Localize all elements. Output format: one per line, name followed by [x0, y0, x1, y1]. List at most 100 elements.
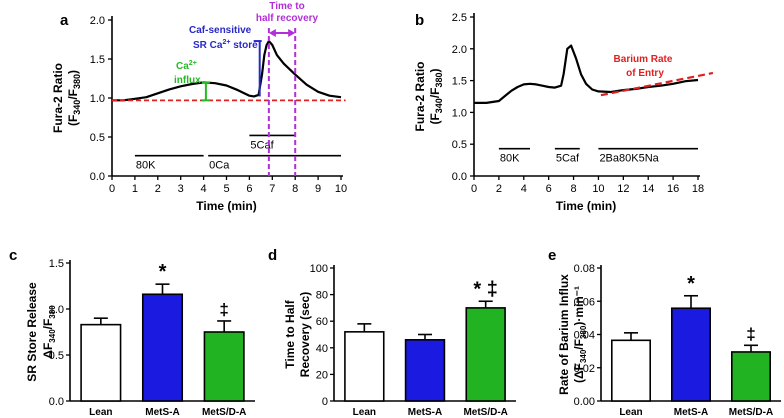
x-tick-label-b: 4: [521, 183, 527, 195]
y-axis-sublabel-a: (F340/F380): [66, 70, 82, 126]
y-tick-label-d: 20: [316, 369, 328, 381]
x-tick-label-e: Lean: [619, 407, 642, 418]
trace-line-a: [112, 39, 342, 102]
bar-e-mets-a: [670, 307, 711, 402]
stim-label-a: 80K: [136, 160, 156, 172]
y-axis-sublabel-c: ΔF340/F380: [41, 305, 57, 359]
x-tick-label-a: 7: [269, 183, 275, 195]
bar-c-mets-a: [141, 293, 184, 402]
y-tick-label-b: 2.5: [452, 12, 467, 24]
y-tick-label-e: 0.00: [574, 396, 595, 408]
y-tick-label-a: 0.5: [90, 132, 105, 144]
stim-label-b: 5Caf: [556, 153, 580, 165]
half-arrowhead-right: [288, 29, 296, 37]
panel-letter-c: c: [9, 247, 17, 264]
y-axis-label-d: Time to Half: [283, 299, 297, 368]
y-axis-label-b: Fura-2 Ratio: [413, 61, 427, 131]
x-tick-label-b: 18: [692, 183, 704, 195]
y-tick-label-d: 80: [316, 290, 328, 302]
y-tick-label-b: 1.5: [452, 76, 467, 88]
panel-letter-a: a: [60, 12, 69, 29]
x-tick-label-a: 8: [292, 183, 298, 195]
x-tick-label-a: 0: [109, 183, 115, 195]
x-tick-label-a: 1: [132, 183, 138, 195]
x-tick-label-a: 9: [315, 183, 321, 195]
x-axis-label-b: Time (min): [556, 199, 616, 213]
half-label-1: Time to: [269, 1, 304, 12]
significance-marker-c: *: [159, 261, 167, 283]
bar-d-mets-a: [404, 339, 446, 402]
y-tick-label-d: 40: [316, 343, 328, 355]
y-axis-label-e: Rate of Barium Influx: [557, 274, 571, 395]
stim-label-b: 2Ba80K5Na: [599, 153, 659, 165]
stim-label-a: 5Caf: [250, 139, 274, 151]
y-tick-label-b: 0.5: [452, 139, 467, 151]
x-tick-label-c: Lean: [89, 407, 112, 418]
bar-e-mets-d-a: [730, 351, 771, 402]
y-tick-label-e: 0.02: [574, 363, 595, 375]
x-tick-label-b: 16: [667, 183, 679, 195]
x-tick-label-b: 2: [496, 183, 502, 195]
significance-marker-c: ‡: [219, 300, 228, 319]
influx-label-1: Ca2+: [176, 60, 197, 72]
x-tick-label-a: 6: [246, 183, 252, 195]
y-axis-label-c: SR Store Release: [25, 282, 39, 382]
y-axis-label-a: Fura-2 Ratio: [51, 63, 65, 133]
panel-letter-e: e: [548, 247, 556, 264]
y-axis-sublabel-b: (F340/F380): [428, 68, 444, 124]
x-tick-label-a: 4: [201, 183, 207, 195]
x-tick-label-b: 8: [570, 183, 576, 195]
y-tick-label-e: 0.06: [574, 296, 595, 308]
caf-label-2: SR Ca2+ store: [193, 39, 258, 51]
x-tick-label-d: MetS/D-A: [463, 407, 507, 418]
y-tick-label-a: 0.0: [90, 171, 105, 183]
y-tick-label-e: 0.08: [574, 263, 595, 275]
significance-marker-e: *: [687, 273, 695, 295]
x-tick-label-c: MetS-A: [145, 407, 179, 418]
influx-label-2: influx: [174, 75, 201, 86]
y-tick-label-b: 2.0: [452, 44, 467, 56]
stim-label-a: 0Ca: [209, 160, 230, 172]
x-tick-label-e: MetS-A: [674, 407, 708, 418]
y-tick-label-b: 1.0: [452, 107, 467, 119]
x-tick-label-a: 3: [178, 183, 184, 195]
x-tick-label-e: MetS/D-A: [729, 407, 773, 418]
y-tick-label-d: 100: [310, 263, 328, 275]
y-tick-label-c: 1.0: [49, 304, 64, 316]
y-axis-sublabel-d: Recovery (sec): [298, 292, 312, 377]
x-tick-label-b: 0: [471, 183, 477, 195]
y-tick-label-a: 1.5: [90, 54, 105, 66]
significance-marker-e: ‡: [746, 324, 755, 343]
caf-label-1: Caf-sensitive: [189, 25, 252, 36]
y-axis-sublabel-e: (ΔF340/F380)·min⁻¹: [572, 286, 588, 383]
y-tick-label-d: 60: [316, 316, 328, 328]
y-tick-label-c: 1.5: [49, 258, 64, 270]
y-tick-label-d: 0: [322, 396, 328, 408]
x-tick-label-a: 2: [155, 183, 161, 195]
half-label-2: half recovery: [256, 13, 319, 24]
y-tick-label-b: 0.0: [452, 171, 467, 183]
panel-letter-d: d: [268, 247, 277, 264]
y-tick-label-c: 0.5: [49, 350, 64, 362]
bar-d-lean: [344, 331, 385, 402]
y-tick-label-a: 2.0: [90, 15, 105, 27]
x-tick-label-c: MetS/D-A: [202, 407, 246, 418]
barium-fit-line: [600, 71, 714, 97]
x-tick-label-d: Lean: [353, 407, 376, 418]
y-tick-label-c: 0.0: [49, 396, 64, 408]
panel-letter-b: b: [415, 12, 424, 29]
significance-marker-d: * ‡: [473, 278, 497, 300]
barium-label-1: Barium Rate: [614, 54, 673, 65]
bar-c-lean: [80, 323, 122, 402]
x-tick-label-d: MetS-A: [408, 407, 442, 418]
x-tick-label-b: 6: [546, 183, 552, 195]
half-arrowhead-left: [268, 29, 276, 37]
y-tick-label-a: 1.0: [90, 93, 105, 105]
x-tick-label-a: 10: [335, 183, 347, 195]
x-tick-label-b: 10: [592, 183, 604, 195]
barium-label-2: of Entry: [626, 68, 664, 79]
bar-c-mets-d-a: [203, 331, 245, 402]
x-tick-label-b: 12: [617, 183, 629, 195]
bar-e-lean: [610, 339, 651, 402]
